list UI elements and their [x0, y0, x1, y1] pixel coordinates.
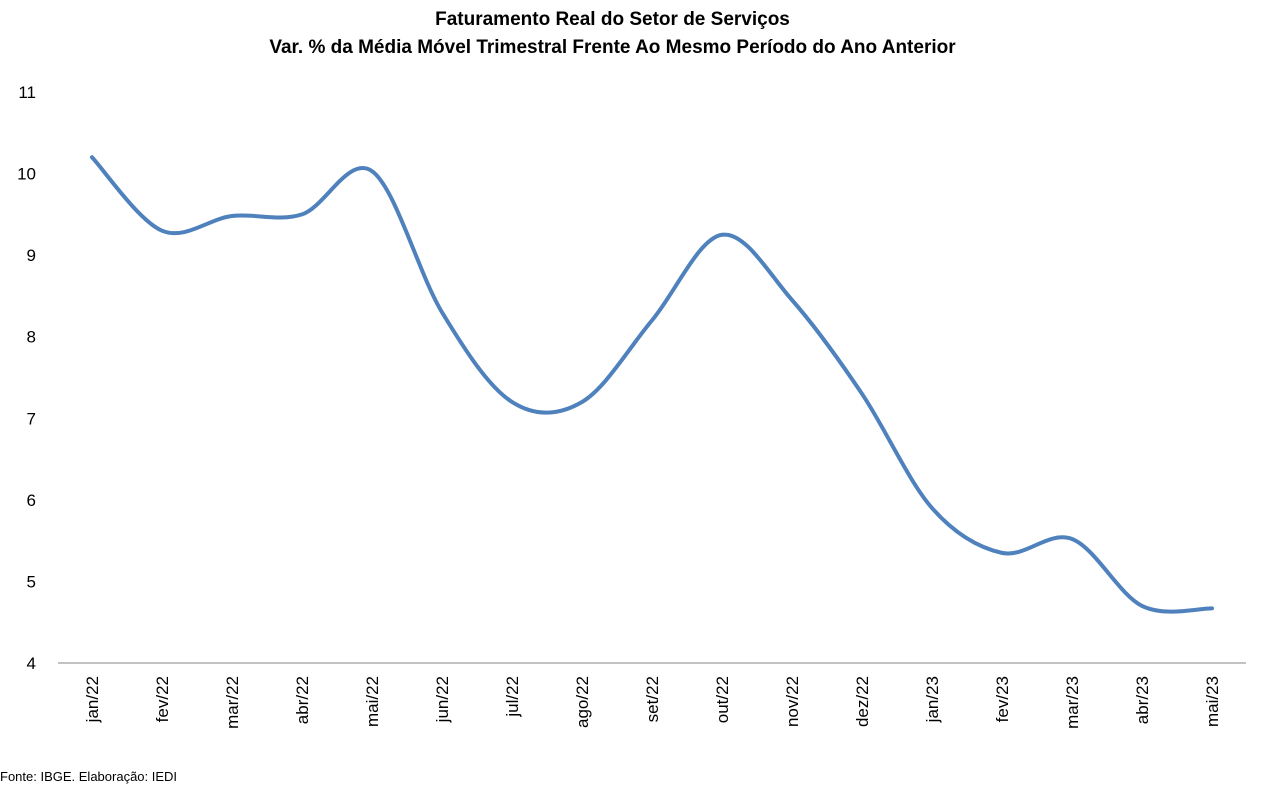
- x-tick-label: out/22: [713, 676, 732, 723]
- x-tick-label: jun/22: [433, 676, 452, 723]
- data-point: [90, 155, 94, 159]
- data-point: [1000, 551, 1004, 555]
- data-point: [720, 233, 724, 237]
- x-tick-label: set/22: [643, 676, 662, 722]
- y-tick-label: 11: [18, 83, 36, 102]
- y-tick-label: 5: [27, 572, 36, 591]
- x-tick-label: ago/22: [573, 676, 592, 728]
- x-tick-label: jan/22: [83, 676, 102, 723]
- y-tick-label: 10: [17, 165, 36, 184]
- x-tick-label: nov/22: [783, 676, 802, 727]
- y-tick-label: 4: [27, 654, 36, 673]
- x-tick-label: jan/23: [923, 676, 942, 723]
- y-tick-label: 7: [27, 409, 36, 428]
- y-tick-label: 9: [27, 246, 36, 265]
- x-tick-label: mai/23: [1203, 676, 1222, 727]
- chart-subtitle: Var. % da Média Móvel Trimestral Frente …: [269, 37, 956, 58]
- chart-title: Faturamento Real do Setor de Serviços: [435, 9, 790, 30]
- x-tick-label: mar/23: [1063, 676, 1082, 729]
- data-point: [510, 400, 514, 404]
- x-tick-label: fev/23: [993, 676, 1012, 722]
- source-note: Fonte: IBGE. Elaboração: IEDI: [0, 769, 178, 784]
- data-point: [1210, 606, 1214, 610]
- data-point: [650, 318, 654, 322]
- x-tick-label: jul/22: [503, 676, 522, 718]
- data-point: [860, 392, 864, 396]
- data-point: [580, 400, 584, 404]
- data-point: [930, 506, 934, 510]
- y-tick-label: 6: [27, 491, 36, 510]
- data-point: [230, 214, 234, 218]
- series-line: [90, 155, 1214, 614]
- data-point: [1070, 537, 1074, 541]
- data-point: [440, 310, 444, 314]
- x-tick-label: abr/22: [293, 676, 312, 724]
- data-point: [790, 298, 794, 302]
- data-point: [300, 212, 304, 216]
- x-tick-label: fev/22: [153, 676, 172, 722]
- data-point: [160, 229, 164, 233]
- data-point: [370, 169, 374, 173]
- x-tick-label: abr/23: [1133, 676, 1152, 724]
- y-tick-label: 8: [27, 328, 36, 347]
- x-tick-label: dez/22: [853, 676, 872, 727]
- x-tick-label: mai/22: [363, 676, 382, 727]
- data-point: [1140, 604, 1144, 608]
- x-tick-label: mar/22: [223, 676, 242, 729]
